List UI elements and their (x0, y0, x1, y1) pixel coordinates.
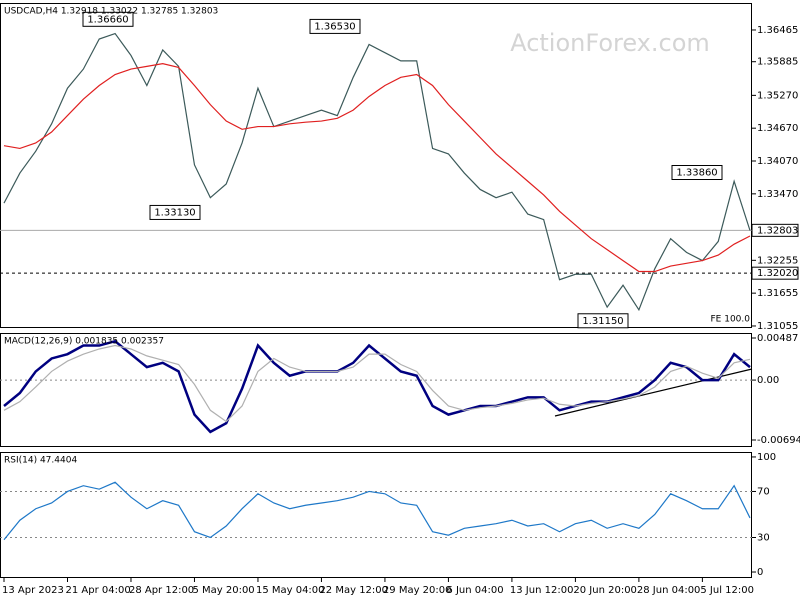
watermark: ActionForex.com (510, 29, 710, 57)
price-annotation: 1.31150 (582, 316, 623, 327)
price-annotation: 1.36660 (87, 14, 128, 25)
price-annotation-box (82, 11, 134, 27)
series-line (3, 481, 751, 541)
price-annotation-box (671, 165, 723, 181)
y-tick-label: 1.31655 (757, 288, 798, 299)
series-line (3, 339, 751, 434)
y-tick-label: 1.31055 (757, 321, 798, 332)
panel-frame (0, 333, 752, 447)
series-line (3, 63, 751, 273)
x-tick-label: 22 May 12:00 (319, 585, 388, 596)
x-tick-label: 13 Jun 12:00 (510, 585, 574, 596)
y-tick-label: 1.32255 (757, 255, 798, 266)
x-tick-label: 20 Jun 20:00 (573, 585, 637, 596)
y-tick-label: 0.00 (757, 375, 779, 386)
y-tick-label: 30 (757, 532, 770, 543)
x-tick-label: 6 Jun 04:00 (446, 585, 503, 596)
y-tick-label: 0.00487 (757, 333, 798, 344)
y-tick-label: 1.34670 (757, 123, 798, 134)
x-tick-label: 15 May 04:00 (256, 585, 325, 596)
x-tick-label: 5 May 20:00 (192, 585, 254, 596)
x-tick-label: 21 Apr 04:00 (65, 585, 130, 596)
y-tick-label: 1.36465 (757, 25, 798, 36)
y-tick-label: -0.00694 (757, 435, 800, 446)
y-tick-label: 1.34070 (757, 156, 798, 167)
panel-frame (0, 452, 752, 578)
price-annotation-box (309, 18, 361, 34)
price-annotation: 1.33130 (154, 207, 195, 218)
y-tick-label: 0 (757, 567, 763, 578)
x-tick-label: 5 Jul 12:00 (700, 585, 754, 596)
level-box (751, 266, 799, 280)
panel-title: MACD(12,26,9) 0.001835 0.002357 (4, 337, 164, 347)
fe-label: FE 100.0 (711, 315, 751, 325)
y-tick-label: 1.33470 (757, 189, 798, 200)
y-tick-label: 1.35885 (757, 57, 798, 68)
y-tick-label: 1.35270 (757, 90, 798, 101)
series-line (3, 344, 751, 423)
y-tick-label: 70 (757, 486, 770, 497)
price-annotation: 1.33860 (676, 168, 717, 179)
price-annotation: 1.36530 (314, 21, 355, 32)
series-line (3, 32, 751, 312)
panel-title: USDCAD,H4 1.32918 1.33022 1.32785 1.3280… (4, 7, 218, 17)
panel-title: RSI(14) 47.4404 (4, 456, 77, 466)
price-annotation-box (149, 204, 201, 220)
price-box (751, 223, 799, 237)
y-tick-label: 100 (757, 452, 776, 463)
x-tick-label: 28 Apr 12:00 (129, 585, 194, 596)
x-tick-label: 29 May 20:00 (383, 585, 452, 596)
level-label: 1.32020 (757, 268, 798, 279)
price-label: 1.32803 (757, 225, 798, 236)
price-annotation-box (577, 313, 629, 329)
x-tick-label: 13 Apr 2023 (2, 585, 64, 596)
panel-frame (0, 3, 752, 328)
x-tick-label: 28 Jun 04:00 (637, 585, 701, 596)
